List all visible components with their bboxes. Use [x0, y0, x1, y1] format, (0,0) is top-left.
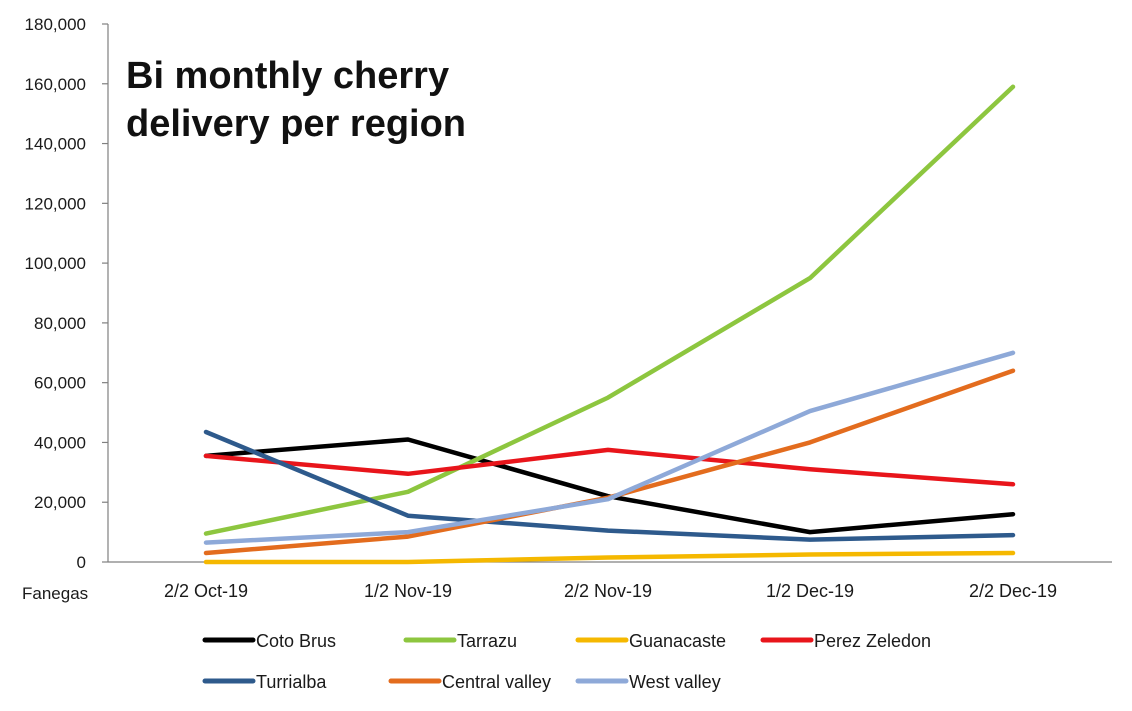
legend-label: Coto Brus: [256, 631, 336, 651]
legend-item-west-valley: West valley: [575, 672, 721, 692]
legend-label: Central valley: [442, 672, 551, 692]
x-tick-label: 2/2 Dec-19: [969, 581, 1057, 601]
y-axis-unit-label: Fanegas: [22, 584, 88, 603]
legend-item-guanacaste: Guanacaste: [575, 631, 726, 651]
legend-label: Turrialba: [256, 672, 327, 692]
x-tick-label: 2/2 Nov-19: [564, 581, 652, 601]
y-tick-label: 20,000: [34, 493, 86, 512]
y-tick-label: 40,000: [34, 433, 86, 452]
x-tick-label: 2/2 Oct-19: [164, 581, 248, 601]
series-line-turrialba: [203, 429, 1016, 542]
y-tick-label: 60,000: [34, 374, 86, 393]
y-tick-label: 0: [77, 553, 86, 572]
series-line-coto-brus: [203, 437, 1016, 535]
legend-label: Perez Zeledon: [814, 631, 931, 651]
chart-title-line-1: Bi monthly cherry: [126, 55, 449, 97]
legend-label: West valley: [629, 672, 721, 692]
legend-label: Guanacaste: [629, 631, 726, 651]
y-tick-label: 180,000: [25, 15, 86, 34]
legend-label: Tarrazu: [457, 631, 517, 651]
y-tick-label: 120,000: [25, 194, 86, 213]
legend-item-central-valley: Central valley: [388, 672, 551, 692]
x-tick-label: 1/2 Nov-19: [364, 581, 452, 601]
y-tick-label: 160,000: [25, 75, 86, 94]
chart-title-line-2: delivery per region: [126, 103, 466, 145]
series-line-west-valley: [203, 350, 1016, 545]
chart-title: Bi monthly cherry delivery per region: [126, 55, 466, 145]
axes: 0 20,000 40,000 60,000 80,000 100,000 120,000 1…: [25, 15, 1112, 601]
legend-item-coto-brus: Coto Brus: [202, 631, 336, 651]
y-tick-label: 80,000: [34, 314, 86, 333]
legend-item-tarrazu: Tarrazu: [403, 631, 517, 651]
x-tick-label: 1/2 Dec-19: [766, 581, 854, 601]
legend-item-perez-zeledon: Perez Zeledon: [760, 631, 931, 651]
legend-item-turrialba: Turrialba: [202, 672, 327, 692]
series-line-tarrazu: [203, 84, 1016, 536]
series-lines: [203, 84, 1016, 565]
y-tick-label: 140,000: [25, 135, 86, 154]
y-tick-label: 100,000: [25, 254, 86, 273]
series-line-perez-zeledon: [203, 447, 1016, 487]
legend: Coto Brus Tarrazu Guanacaste Perez Zeledon T…: [202, 631, 931, 692]
series-line-guanacaste: [203, 550, 1016, 565]
